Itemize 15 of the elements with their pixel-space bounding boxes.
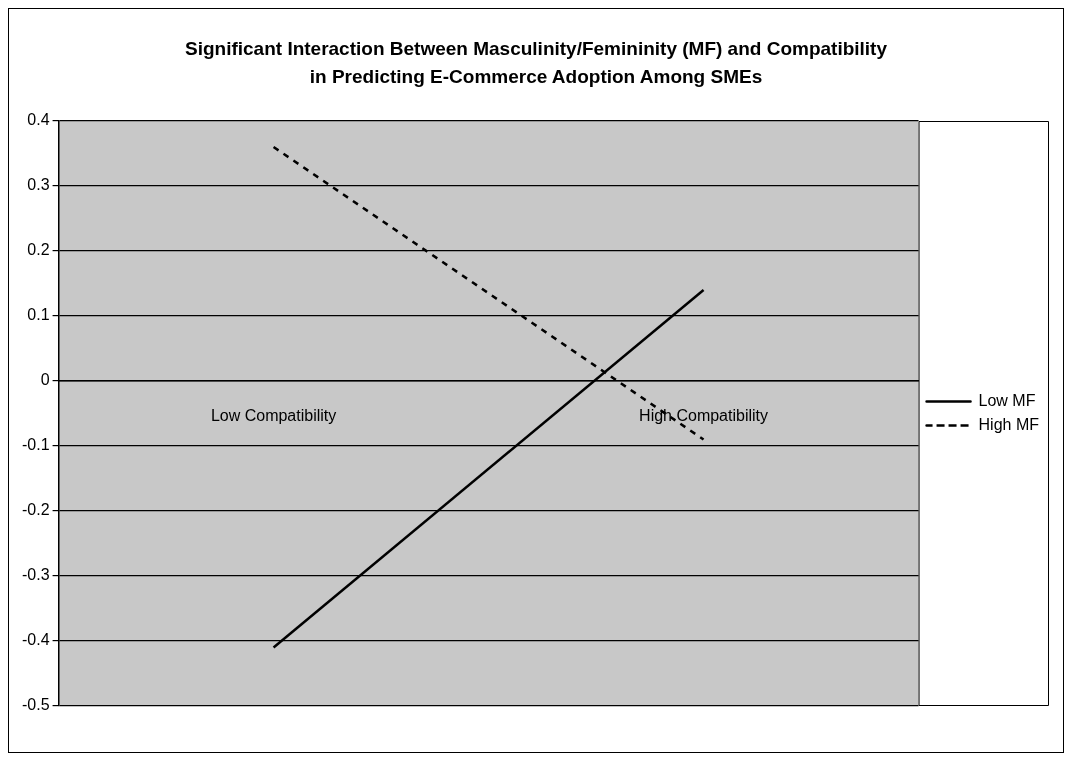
y-tick-label: -0.3: [21, 566, 50, 584]
y-tick-label: 0.1: [27, 306, 50, 324]
chart-title: Significant Interaction Between Masculinity/Femininity (MF) and Compatibility in Predicting E-Commerce Adoption Among SMEs: [184, 37, 888, 89]
y-tick-label: 0: [40, 371, 50, 389]
y-tick-label: -0.1: [21, 436, 50, 454]
y-tick-label: 0.4: [27, 111, 50, 129]
y-tick-label: -0.4: [21, 631, 50, 649]
y-tick-label: -0.2: [21, 501, 50, 519]
x-tick-label: High Compatibility: [639, 407, 769, 425]
legend-label: Low MF: [978, 391, 1036, 409]
x-tick-label: Low Compatibility: [210, 407, 337, 425]
y-tick-label: 0.3: [27, 176, 50, 194]
legend-label: High MF: [978, 415, 1040, 433]
y-tick-label: 0.2: [27, 241, 50, 259]
y-tick-label: -0.5: [21, 696, 50, 714]
